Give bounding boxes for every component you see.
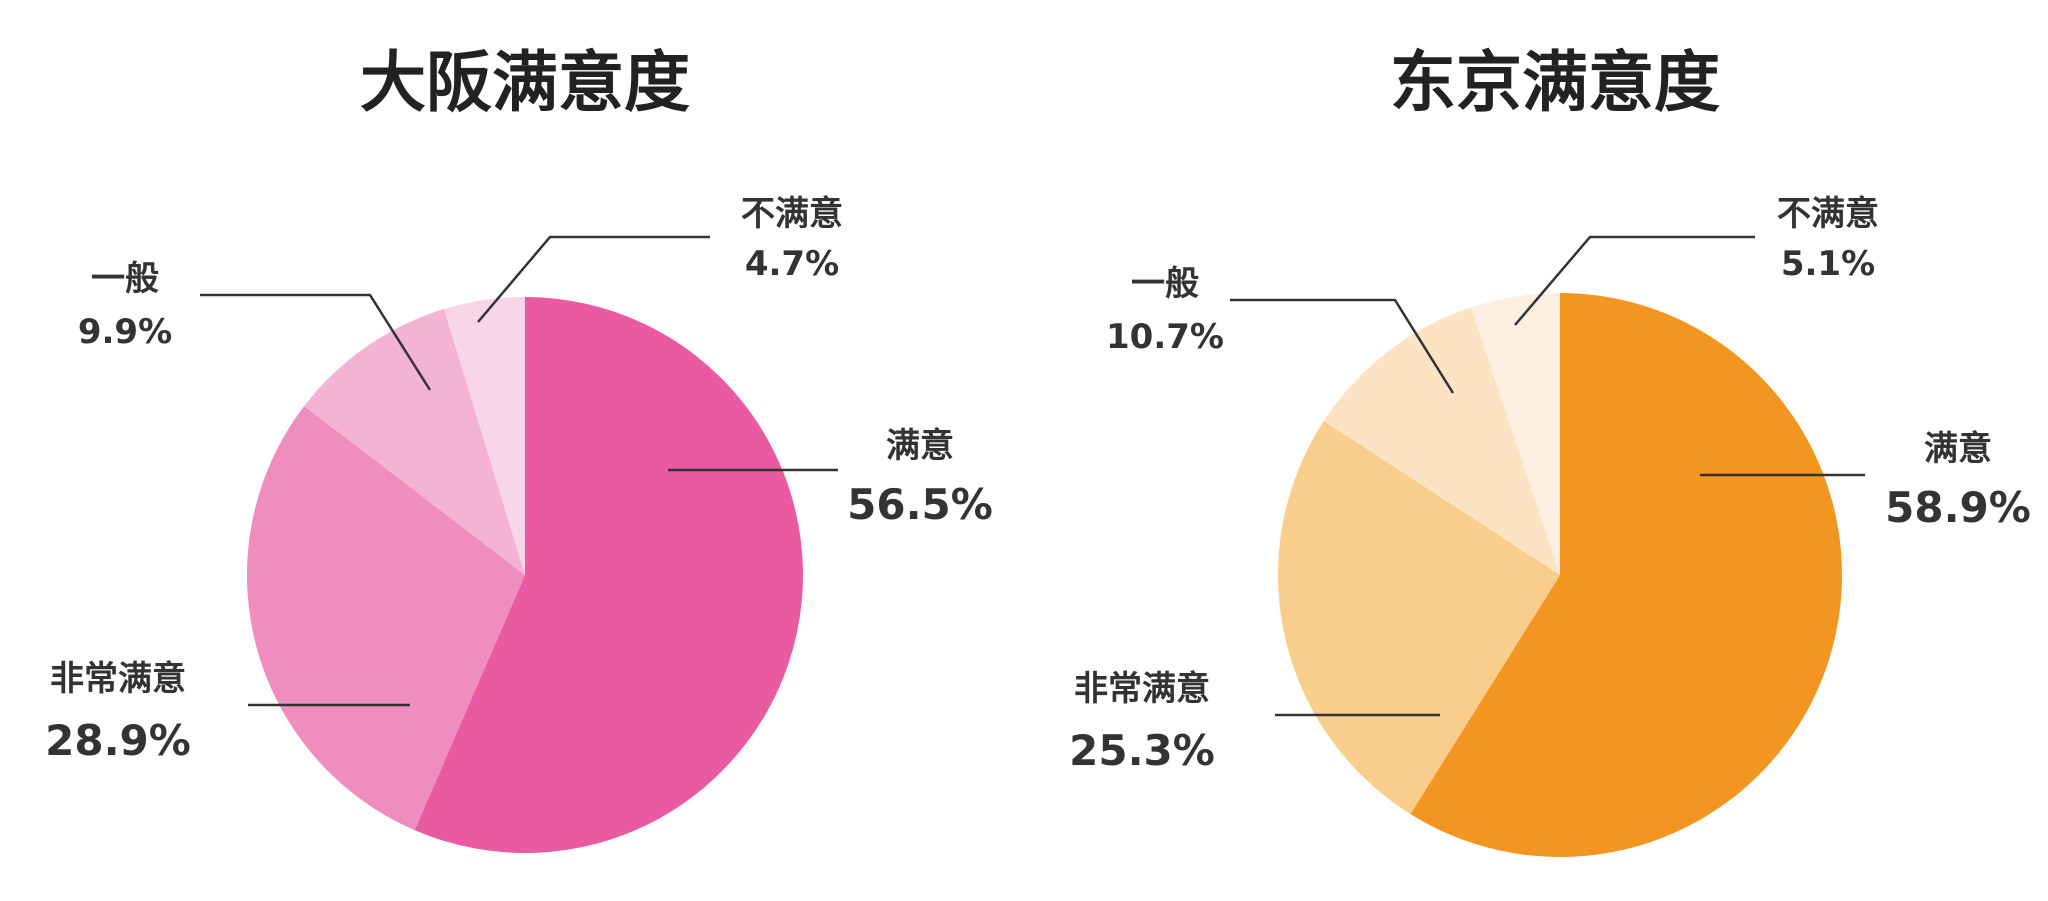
pie-slice-neutral-osaka xyxy=(304,309,525,575)
leader-neutral-osaka xyxy=(200,293,432,391)
pie-slice-neutral-tokyo xyxy=(1323,307,1560,575)
label-value-satisfied-osaka: 56.5% xyxy=(847,480,993,529)
label-name-very-satisfied-tokyo: 非常满意 xyxy=(1074,669,1210,709)
label-name-neutral-tokyo: 一般 xyxy=(1131,264,1199,304)
pie-tokyo xyxy=(1278,293,1842,858)
leader-lines-tokyo xyxy=(1230,235,1865,717)
pie-slice-very-satisfied-osaka xyxy=(246,406,526,831)
label-value-very-satisfied-osaka: 28.9% xyxy=(45,716,191,765)
pie-slice-satisfied-osaka xyxy=(414,297,803,853)
label-name-very-satisfied-osaka: 非常满意 xyxy=(50,659,186,699)
chart-tokyo: 东京满意度 满意 58.9% 非常满意 25.3% 一般 10.7% 不满意 5… xyxy=(1069,44,2031,858)
label-value-neutral-osaka: 9.9% xyxy=(78,312,172,352)
leader-dissatisfied-tokyo xyxy=(1514,235,1755,326)
pie-slice-dissatisfied-osaka xyxy=(444,297,525,575)
label-value-satisfied-tokyo: 58.9% xyxy=(1885,483,2031,532)
chart-title-osaka: 大阪满意度 xyxy=(360,44,690,121)
label-name-satisfied-tokyo: 满意 xyxy=(1924,429,1992,469)
label-value-very-satisfied-tokyo: 25.3% xyxy=(1069,726,1215,775)
pie-slice-dissatisfied-tokyo xyxy=(1471,293,1560,575)
label-name-dissatisfied-osaka: 不满意 xyxy=(741,194,843,234)
leader-dissatisfied-osaka xyxy=(477,235,710,323)
label-value-dissatisfied-osaka: 4.7% xyxy=(745,244,839,284)
chart-osaka: 大阪满意度 满意 56.5% 非常满意 28.9% 一般 9.9% 不满意 4.… xyxy=(45,44,993,853)
label-value-neutral-tokyo: 10.7% xyxy=(1106,317,1224,357)
pie-osaka xyxy=(246,297,803,853)
label-name-dissatisfied-tokyo: 不满意 xyxy=(1777,194,1879,234)
leader-lines-osaka xyxy=(200,235,838,707)
label-name-satisfied-osaka: 满意 xyxy=(886,426,954,466)
pie-slice-satisfied-tokyo xyxy=(1410,293,1842,858)
chart-title-tokyo: 东京满意度 xyxy=(1390,44,1720,121)
leader-neutral-tokyo xyxy=(1230,298,1455,394)
label-value-dissatisfied-tokyo: 5.1% xyxy=(1781,244,1875,284)
label-name-neutral-osaka: 一般 xyxy=(91,259,159,299)
